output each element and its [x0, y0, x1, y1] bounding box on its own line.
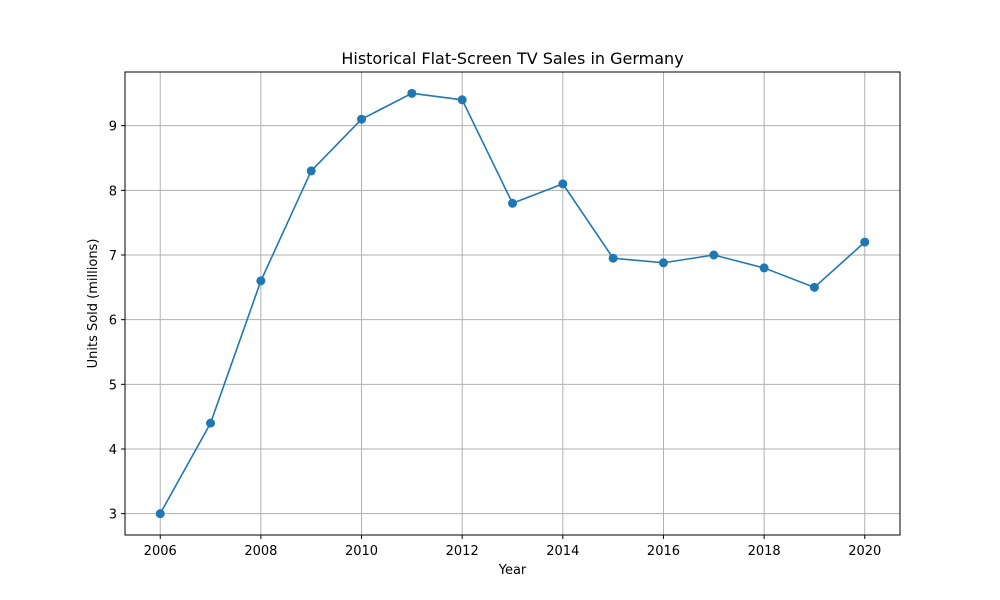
x-axis-label: Year [498, 563, 527, 578]
x-tick-label: 2014 [546, 544, 579, 559]
chart-title: Historical Flat-Screen TV Sales in Germa… [341, 49, 683, 68]
x-tick-label: 2020 [848, 544, 881, 559]
x-tick-label: 2016 [647, 544, 680, 559]
data-point [860, 237, 870, 247]
data-point [357, 114, 367, 124]
y-tick-label: 3 [109, 508, 117, 523]
data-series [155, 88, 870, 519]
y-tick-label: 9 [109, 120, 117, 135]
y-tick-label: 8 [109, 184, 117, 199]
data-point [608, 253, 618, 263]
data-point [206, 418, 216, 428]
data-point [658, 258, 668, 268]
data-point [256, 276, 266, 286]
x-tick-label: 2010 [345, 544, 378, 559]
x-tick-label: 2012 [446, 544, 479, 559]
data-point [759, 263, 769, 273]
data-point [155, 509, 165, 519]
x-tick-label: 2018 [748, 544, 781, 559]
y-tick-label: 6 [109, 314, 117, 329]
data-point [508, 198, 517, 208]
y-tick-label: 7 [109, 249, 117, 264]
data-point [709, 250, 719, 260]
plot-frame [124, 71, 901, 536]
x-tick-label: 2008 [244, 544, 277, 559]
y-tick-label: 4 [109, 443, 117, 458]
data-point [407, 88, 417, 98]
data-point [457, 95, 467, 105]
y-axis-label: Units Sold (millions) [86, 239, 101, 369]
axis-ticks: 2006 2008 2010 2012 2014 2016 2018 2020 3 4 5 6 7 8 9 [109, 120, 882, 559]
x-tick-label: 2006 [144, 544, 177, 559]
data-point [306, 166, 316, 176]
data-point [558, 179, 568, 189]
data-point [809, 282, 819, 292]
y-tick-label: 5 [109, 378, 117, 393]
grid [125, 72, 900, 535]
